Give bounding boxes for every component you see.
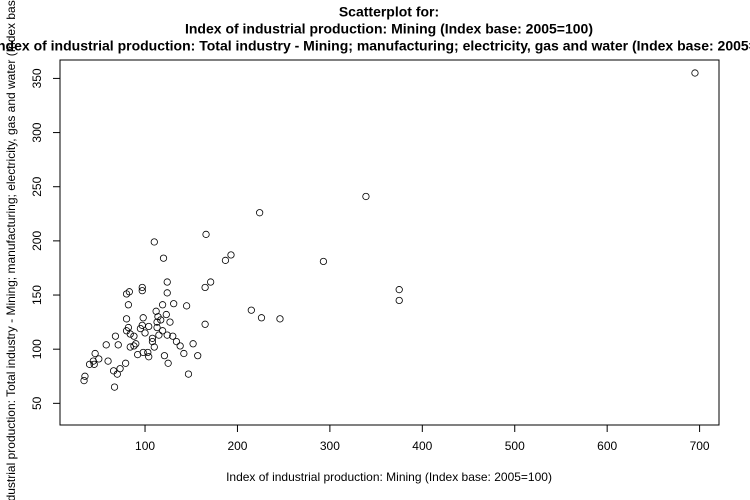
point bbox=[160, 352, 169, 360]
y-tick-label: 50 bbox=[30, 396, 44, 410]
y-tick-label: 250 bbox=[30, 176, 44, 196]
point bbox=[145, 353, 153, 361]
point bbox=[136, 325, 145, 333]
point bbox=[152, 307, 160, 315]
point bbox=[172, 338, 181, 346]
point bbox=[150, 343, 158, 351]
point bbox=[114, 341, 122, 349]
point bbox=[159, 254, 168, 262]
point bbox=[157, 316, 165, 324]
point bbox=[247, 306, 255, 314]
point bbox=[184, 370, 193, 378]
point bbox=[362, 192, 370, 201]
point bbox=[162, 310, 170, 319]
point bbox=[148, 334, 157, 342]
x-tick-label: 500 bbox=[505, 439, 525, 453]
point bbox=[176, 342, 184, 350]
x-tick-label: 600 bbox=[597, 439, 617, 453]
point bbox=[95, 355, 103, 363]
x-tick-label: 100 bbox=[135, 439, 155, 453]
point bbox=[163, 278, 171, 286]
point bbox=[124, 301, 132, 309]
point bbox=[102, 341, 110, 349]
point bbox=[202, 230, 210, 238]
point bbox=[139, 314, 147, 322]
point bbox=[141, 329, 149, 337]
chart-title: Scatterplot for: bbox=[339, 4, 439, 20]
point bbox=[85, 360, 94, 368]
point bbox=[122, 359, 130, 367]
point bbox=[132, 340, 140, 348]
point bbox=[158, 327, 167, 335]
point bbox=[194, 352, 202, 360]
point bbox=[691, 69, 699, 77]
point bbox=[125, 288, 133, 296]
point bbox=[111, 332, 120, 340]
point bbox=[153, 323, 161, 332]
x-tick-label: 700 bbox=[690, 439, 710, 453]
y-tick-label: 100 bbox=[30, 339, 44, 359]
point bbox=[116, 365, 124, 373]
point bbox=[189, 340, 197, 348]
point bbox=[138, 283, 146, 292]
point bbox=[227, 251, 235, 259]
y-tick-label: 150 bbox=[30, 285, 44, 305]
point bbox=[163, 289, 171, 297]
point bbox=[163, 331, 171, 339]
point bbox=[134, 350, 142, 359]
point bbox=[104, 357, 112, 365]
point bbox=[158, 301, 167, 309]
point bbox=[122, 315, 131, 323]
point bbox=[164, 359, 172, 367]
point bbox=[221, 256, 230, 264]
y-tick-label: 200 bbox=[30, 231, 44, 251]
point bbox=[256, 209, 264, 217]
point bbox=[138, 287, 146, 295]
point bbox=[170, 300, 178, 308]
point bbox=[276, 315, 284, 323]
plot-frame bbox=[59, 59, 720, 426]
y-tick-label: 300 bbox=[30, 122, 44, 142]
point bbox=[153, 318, 161, 326]
point bbox=[130, 332, 138, 340]
point bbox=[144, 348, 152, 357]
point bbox=[81, 372, 89, 380]
x-tick-label: 300 bbox=[320, 439, 340, 453]
point bbox=[319, 257, 328, 266]
point bbox=[201, 320, 209, 328]
point bbox=[155, 331, 163, 339]
point bbox=[126, 330, 134, 338]
y-axis-label: Index of industrial production: Total in… bbox=[4, 0, 18, 500]
point bbox=[91, 349, 99, 358]
point bbox=[395, 286, 403, 294]
point bbox=[257, 314, 266, 322]
point bbox=[207, 278, 215, 286]
point bbox=[148, 338, 157, 346]
chart-title: Index of industrial production: Mining (… bbox=[185, 21, 593, 37]
point bbox=[150, 238, 158, 246]
x-axis-label: Index of industrial production: Mining (… bbox=[226, 470, 552, 484]
x-tick-label: 200 bbox=[227, 439, 247, 453]
point bbox=[183, 302, 191, 310]
point bbox=[80, 376, 88, 385]
point bbox=[90, 360, 98, 368]
point bbox=[130, 342, 138, 350]
y-tick-label: 350 bbox=[30, 68, 44, 88]
point bbox=[169, 332, 177, 340]
point bbox=[110, 383, 119, 391]
point bbox=[166, 318, 174, 326]
point bbox=[145, 322, 153, 331]
chart-title: Index of industrial production: Total in… bbox=[0, 38, 750, 54]
point bbox=[180, 349, 188, 358]
point bbox=[201, 283, 209, 292]
point bbox=[126, 343, 134, 351]
x-tick-label: 400 bbox=[412, 439, 432, 453]
point bbox=[395, 296, 403, 305]
